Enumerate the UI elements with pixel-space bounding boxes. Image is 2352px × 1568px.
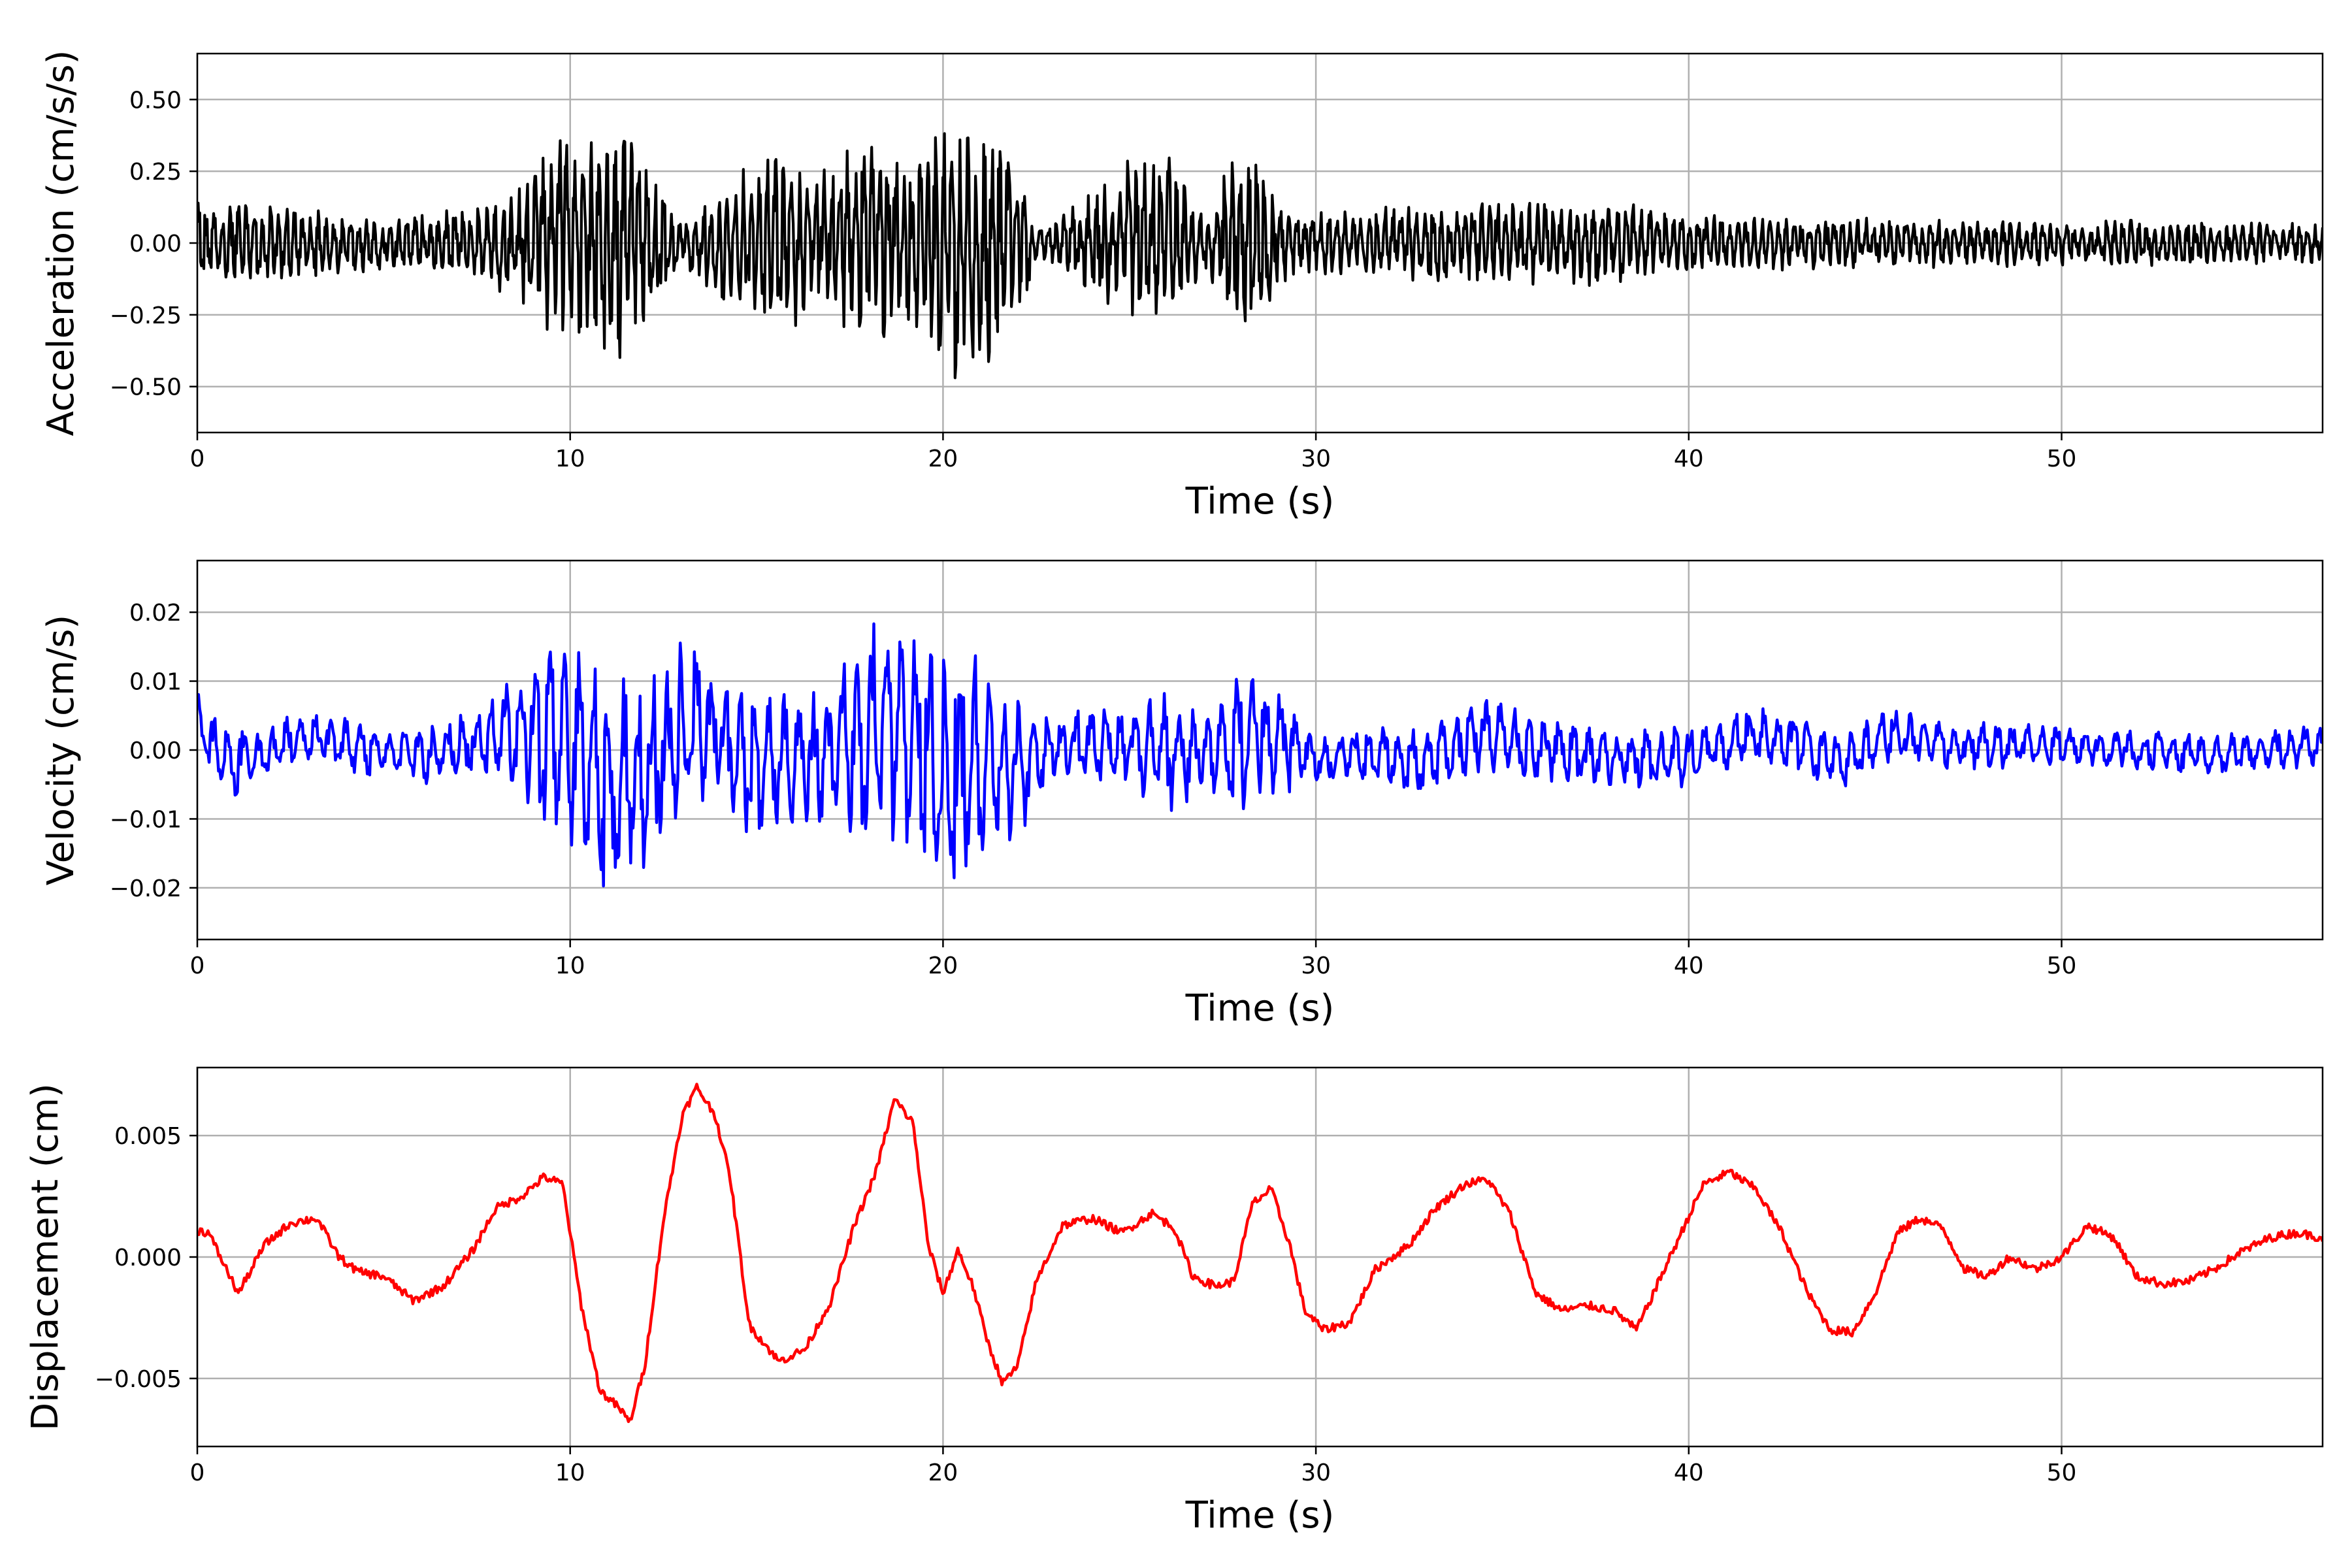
x-tick-label: 40 — [1674, 446, 1704, 472]
x-tick-label: 10 — [555, 953, 585, 979]
velocity-panel: 0 10 20 30 40 50 0.02 0.01 0.00 −0.01 −0.02 Time (s… — [40, 559, 2324, 1030]
displacement-panel: 0 10 20 30 40 50 0.005 0.000 −0.005 Time (s) Displ… — [24, 1066, 2324, 1537]
y-tick-label: 0.02 — [129, 600, 182, 627]
x-tick-label: 0 — [190, 953, 205, 979]
y-tick-label: −0.25 — [110, 302, 182, 329]
x-tick-label: 10 — [555, 446, 585, 472]
x-tick-label: 30 — [1301, 1460, 1331, 1486]
x-tick-label: 30 — [1301, 446, 1331, 472]
x-axis-label: Time (s) — [1185, 987, 1335, 1030]
y-tick-label: 0.000 — [114, 1245, 182, 1271]
x-tick-label: 0 — [190, 1460, 205, 1486]
x-tick-label: 20 — [928, 953, 958, 979]
y-tick-label: 0.50 — [129, 87, 182, 114]
series-line — [197, 132, 2323, 380]
y-tick-label: 0.01 — [129, 669, 182, 696]
x-tick-label: 40 — [1674, 1460, 1704, 1486]
y-tick-label: −0.01 — [110, 806, 182, 833]
series-line — [197, 1083, 2323, 1424]
y-tick-label: 0.005 — [114, 1123, 182, 1150]
series-line — [197, 622, 2323, 888]
x-tick-label: 40 — [1674, 953, 1704, 979]
x-axis-label: Time (s) — [1185, 1494, 1335, 1537]
x-tick-label: 50 — [2047, 953, 2077, 979]
x-tick-label: 20 — [928, 446, 958, 472]
y-axis-label: Displacement (cm) — [24, 1083, 67, 1431]
x-tick-label: 50 — [2047, 1460, 2077, 1486]
y-tick-label: −0.50 — [110, 374, 182, 401]
x-axis-label: Time (s) — [1185, 480, 1335, 523]
y-tick-label: 0.00 — [129, 738, 182, 764]
y-tick-label: 0.25 — [129, 159, 182, 186]
x-tick-label: 30 — [1301, 953, 1331, 979]
y-axis-label: Velocity (cm/s) — [40, 615, 82, 886]
y-axis-label: Acceleration (cm/s/s) — [40, 50, 82, 436]
x-tick-label: 50 — [2047, 446, 2077, 472]
y-tick-label: −0.02 — [110, 875, 182, 902]
x-tick-label: 0 — [190, 446, 205, 472]
y-tick-label: −0.005 — [95, 1366, 182, 1393]
x-tick-label: 10 — [555, 1460, 585, 1486]
y-tick-label: 0.00 — [129, 231, 182, 257]
x-tick-label: 20 — [928, 1460, 958, 1486]
acceleration-panel: 0 10 20 30 40 50 0.50 0.25 0.00 −0.25 −0.50 Time (s… — [40, 50, 2324, 523]
